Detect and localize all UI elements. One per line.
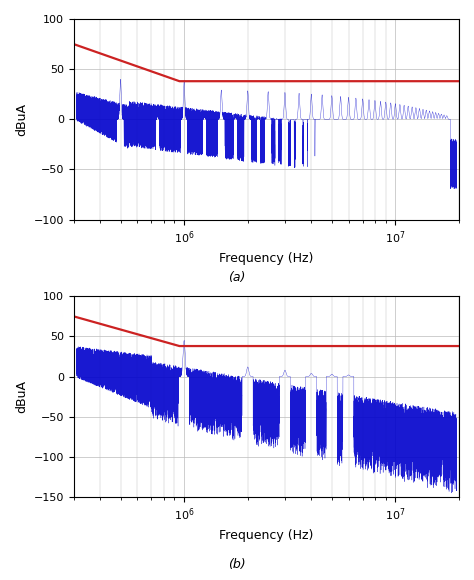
- Text: (b): (b): [228, 559, 246, 571]
- X-axis label: Frequency (Hz): Frequency (Hz): [219, 252, 313, 264]
- Y-axis label: dBuA: dBuA: [15, 103, 28, 136]
- Text: (a): (a): [228, 271, 246, 284]
- X-axis label: Frequency (Hz): Frequency (Hz): [219, 529, 313, 542]
- Y-axis label: dBuA: dBuA: [15, 380, 28, 413]
